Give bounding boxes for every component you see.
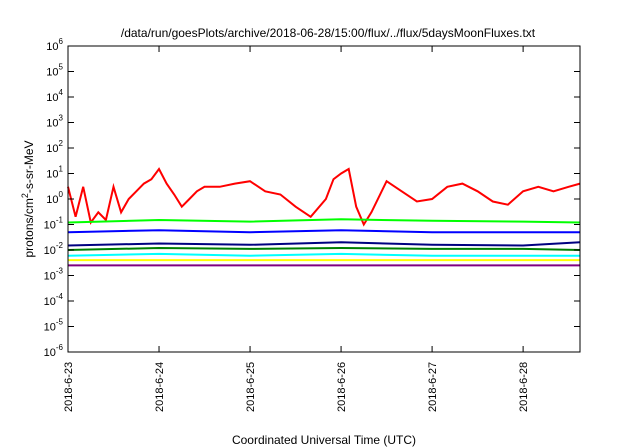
y-axis-title: protons/cm2-s-sr-MeV	[20, 140, 36, 257]
x-tick-label: 2018-6-28	[518, 362, 530, 412]
series-line-5	[67, 246, 581, 251]
x-tick-label: 2018-6-24	[154, 362, 166, 412]
y-tick-label: 10-6	[44, 343, 64, 359]
ticks-layer: 10-6 10-5 10-4 10-3 10-2 10-1 100 101 102 103 104 1…	[44, 37, 580, 412]
y-tick-label: 100	[46, 190, 63, 206]
chart-title: /data/run/goesPlots/archive/2018-06-28/1…	[121, 26, 536, 40]
y-tick-label: 105	[46, 63, 63, 79]
x-tick-label: 2018-6-26	[336, 362, 348, 412]
y-tick-label: 10-5	[44, 318, 64, 334]
series-layer	[67, 167, 581, 267]
x-tick-label: 2018-6-27	[427, 362, 439, 412]
series-line-4	[67, 252, 580, 257]
y-tick-label: 103	[46, 114, 63, 130]
y-tick-label: 101	[46, 165, 63, 181]
y-tick-label: 10-1	[44, 216, 64, 232]
x-tick-label: 2018-6-23	[63, 362, 75, 412]
y-tick-label: 102	[46, 139, 63, 155]
y-tick-label: 10-3	[44, 267, 64, 283]
y-axis-label: protons/cm2-s-sr-MeV	[20, 140, 36, 257]
series-line-6	[67, 241, 581, 247]
x-tick-label: 2018-6-25	[245, 362, 257, 412]
series-line-3	[67, 229, 580, 234]
y-tick-label: 106	[46, 37, 63, 53]
y-tick-label: 10-2	[44, 241, 64, 257]
y-tick-label: 104	[46, 88, 63, 104]
y-tick-label: 10-4	[44, 292, 64, 308]
series-line-1	[67, 167, 581, 227]
x-axis-label: Coordinated Universal Time (UTC)	[232, 433, 416, 447]
plot-frame	[67, 45, 581, 353]
series-line-2	[67, 218, 581, 224]
